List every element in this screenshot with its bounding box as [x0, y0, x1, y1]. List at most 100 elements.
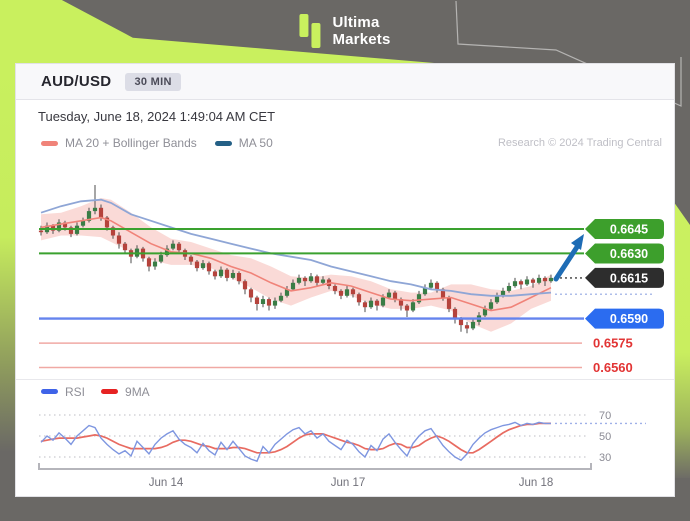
price-tag-0.6615 — [585, 267, 664, 288]
candle-body — [260, 299, 266, 304]
candle-body — [470, 321, 476, 329]
rsi-indicator-chart[interactable]: 70 50 30 Jun 14 Jun 17 Jun 18 — [16, 403, 674, 496]
forecast-arrow — [553, 234, 584, 282]
candle-body — [146, 258, 152, 267]
logo-bars-icon — [299, 11, 321, 53]
candle-body — [428, 282, 434, 288]
candle-body — [164, 248, 170, 256]
chart-card: AUD/USD 30 MIN Tuesday, June 18, 2024 1:… — [15, 63, 675, 497]
rsi-9ma-line — [40, 422, 551, 454]
bollinger-band-fill — [41, 198, 551, 332]
x-axis-label-jun-14: Jun 14 — [149, 477, 184, 489]
candle-body — [494, 295, 500, 303]
candle-body — [362, 302, 368, 308]
legend-item-ma50: MA 50 — [214, 136, 273, 150]
candle-body — [92, 207, 98, 212]
candle-body — [404, 305, 410, 311]
price-tag-label-0.6630: 0.6630 — [610, 247, 648, 261]
candle-body — [116, 235, 122, 244]
candle-body — [452, 308, 458, 319]
price-level-label-0.6575: 0.6575 — [593, 336, 633, 351]
price-tag-label-0.6615: 0.6615 — [610, 271, 648, 285]
candle-body — [530, 279, 536, 283]
candle-body — [176, 243, 182, 251]
rsi-legend: RSI 9MA — [16, 380, 674, 403]
candle-body — [170, 243, 176, 249]
candle-body — [98, 207, 104, 218]
timeframe-badge[interactable]: 30 MIN — [125, 72, 181, 91]
candlesticks — [38, 185, 554, 334]
candle-body — [278, 295, 284, 301]
candle-body — [86, 211, 92, 221]
candle-body — [104, 217, 110, 228]
legend-item-rsi: RSI — [41, 385, 85, 399]
candle-body — [212, 271, 218, 277]
price-level-label-0.6560: 0.6560 — [593, 360, 633, 375]
candle-body — [386, 292, 392, 298]
candle-body — [254, 297, 260, 304]
legend-item-ma20-bollinger: MA 20 + Bollinger Bands — [41, 136, 197, 150]
candle-body — [524, 279, 530, 285]
candle-body — [56, 222, 62, 231]
candle-body — [332, 286, 338, 291]
candle-body — [548, 277, 554, 282]
ma20-line — [40, 216, 552, 312]
candle-body — [356, 294, 362, 303]
rsi-axis-label-70: 70 — [599, 410, 611, 422]
candle-body — [152, 261, 158, 267]
legend-label: RSI — [65, 384, 86, 399]
candle-body — [410, 302, 416, 311]
rsi-axis-label-30: 30 — [599, 452, 611, 464]
candle-body — [368, 300, 374, 308]
candle-body — [248, 289, 254, 298]
candle-body — [512, 281, 518, 287]
x-axis-label-jun-18: Jun 18 — [519, 477, 554, 489]
candle-body — [110, 227, 116, 236]
candle-body — [194, 261, 200, 269]
candle-body — [536, 277, 542, 283]
candle-body — [38, 230, 44, 233]
candle-body — [458, 318, 464, 326]
x-axis-line — [38, 463, 592, 470]
candle-body — [242, 281, 248, 290]
candle-body — [236, 273, 242, 282]
candle-body — [434, 282, 440, 290]
candle-body — [284, 289, 290, 296]
rsi-swatch-icon — [41, 389, 58, 394]
candle-body — [230, 273, 236, 278]
main-price-chart[interactable]: 0.6645 0.6630 0.6615 0.6590 0.6575 0.6560 — [16, 154, 674, 379]
ultima-markets-logo: Ultima Markets — [299, 11, 390, 53]
chart-timestamp: Tuesday, June 18, 2024 1:49:04 AM CET — [38, 108, 276, 124]
candle-body — [290, 282, 296, 290]
legend-item-9ma: 9MA — [101, 385, 150, 399]
candle-body — [374, 300, 380, 306]
price-tag-0.6645 — [585, 219, 664, 239]
candle-body — [314, 276, 320, 283]
candle-body — [500, 290, 506, 296]
candle-body — [446, 297, 452, 309]
ma20-swatch-icon — [41, 140, 58, 146]
logo-wordmark: Ultima Markets — [332, 14, 390, 48]
candle-body — [416, 294, 422, 303]
candle-body — [158, 255, 164, 262]
rsi-line — [40, 421, 551, 463]
candle-body — [302, 277, 308, 282]
rsi-axis-label-50: 50 — [599, 431, 611, 443]
candle-body — [518, 281, 524, 285]
price-tag-0.6590 — [585, 308, 664, 329]
candle-body — [296, 277, 302, 283]
legend-label: MA 20 + Bollinger Bands — [65, 136, 197, 150]
9ma-swatch-icon — [101, 389, 119, 394]
candle-body — [440, 289, 446, 298]
candle-body — [62, 222, 68, 228]
instrument-name: AUD/USD — [41, 73, 112, 90]
candle-body — [122, 243, 128, 251]
candle-body — [266, 299, 272, 306]
copyright-notice: Research © 2024 Trading Central — [497, 137, 662, 149]
price-tag-0.6630 — [585, 243, 664, 264]
logo-line2: Markets — [332, 31, 391, 48]
candle-body — [68, 227, 74, 234]
ma50-line — [40, 198, 552, 297]
candle-body — [464, 325, 470, 329]
candle-body — [398, 299, 404, 306]
